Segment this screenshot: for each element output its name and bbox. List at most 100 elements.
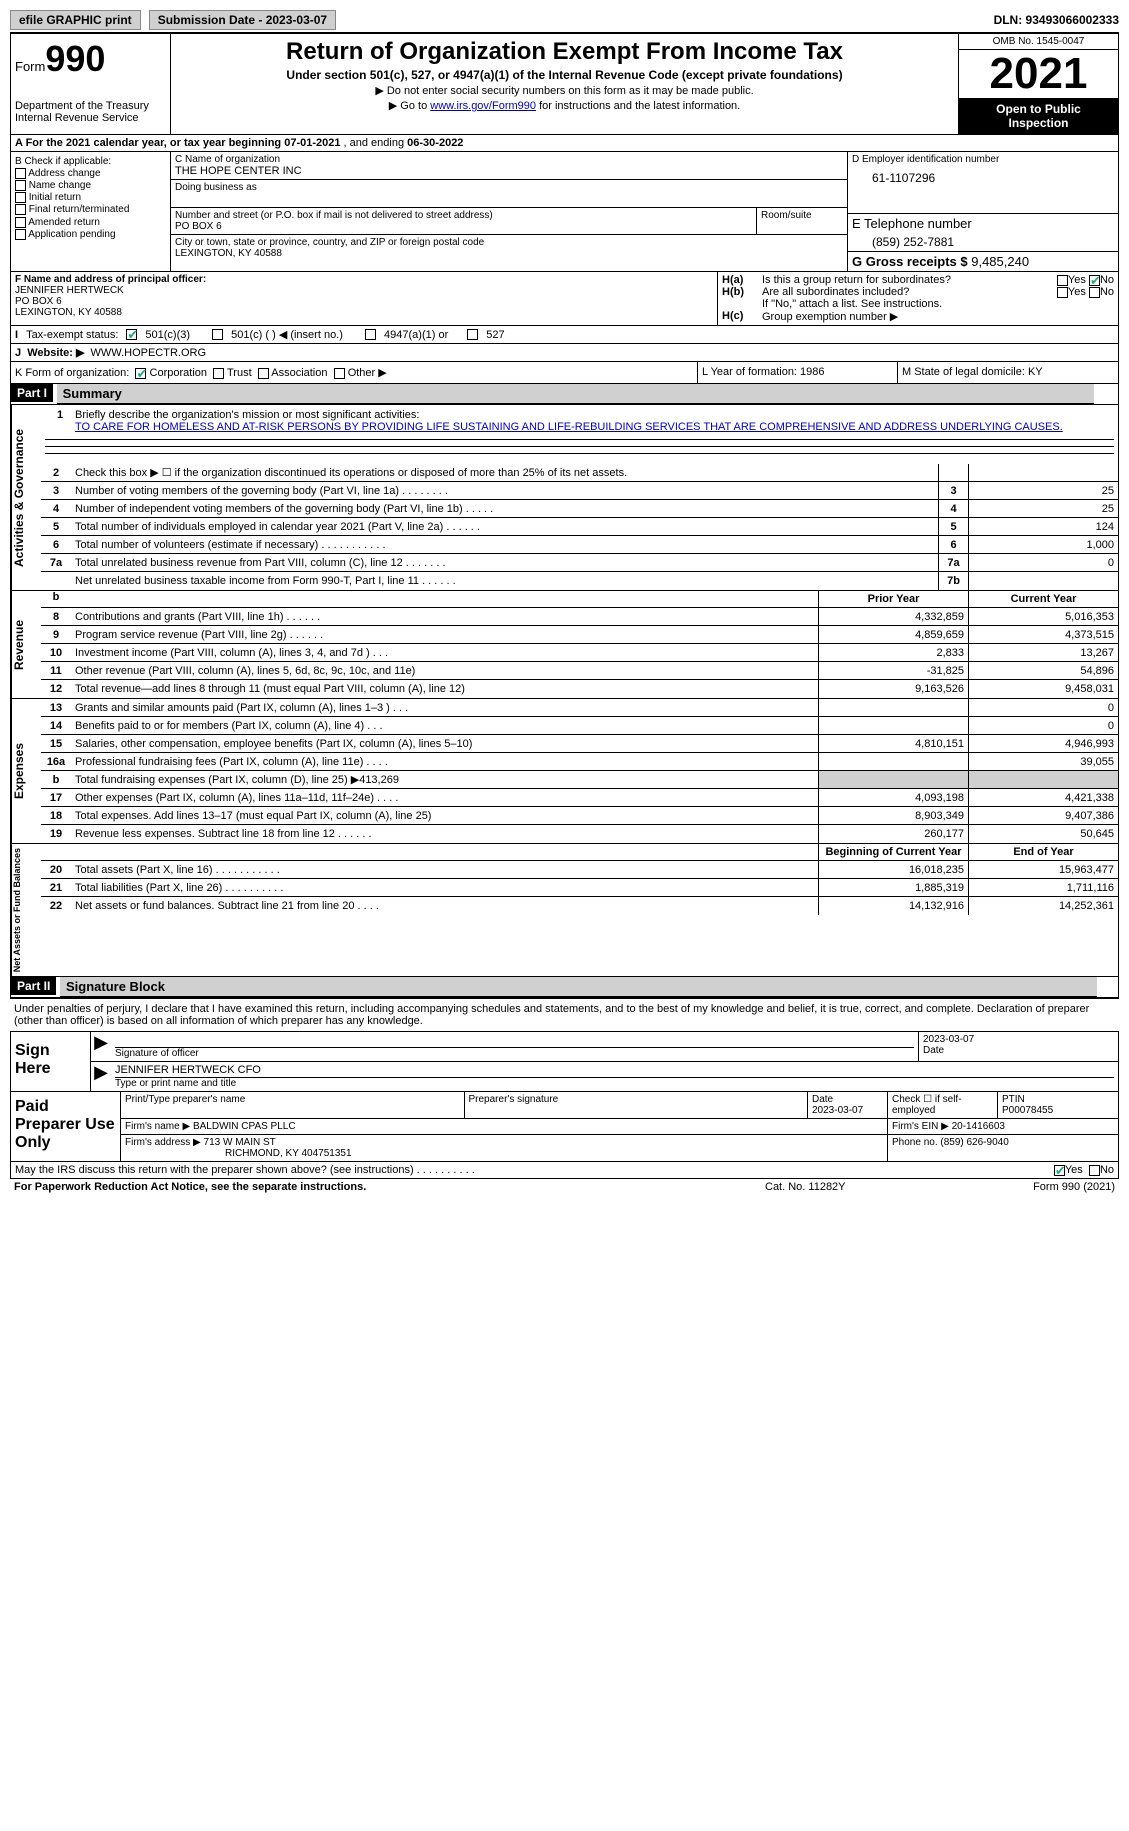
row-a: A For the 2021 calendar year, or tax yea…: [10, 135, 1119, 152]
tab-governance: Activities & Governance: [11, 405, 41, 590]
line-text: Total unrelated business revenue from Pa…: [71, 557, 938, 569]
line-prior-year: 2,833: [818, 644, 968, 661]
cb-501c[interactable]: [212, 329, 223, 340]
city-val: LEXINGTON, KY 40588: [175, 248, 843, 259]
line-current-year: 15,963,477: [968, 861, 1118, 878]
submission-date-button[interactable]: Submission Date - 2023-03-07: [149, 10, 336, 30]
form-number: 990: [45, 38, 105, 79]
line-box: 4: [938, 500, 968, 517]
lbl-app-pending: Application pending: [28, 229, 115, 240]
tab-revenue: Revenue: [11, 591, 41, 698]
line-val: 25: [968, 500, 1118, 517]
officer-label: F Name and address of principal officer:: [15, 274, 206, 285]
line-num: 3: [41, 485, 71, 497]
dba-label: Doing business as: [175, 182, 843, 193]
cb-assoc[interactable]: [258, 368, 269, 379]
cb-discuss-yes[interactable]: [1054, 1165, 1065, 1176]
officer-addr2: LEXINGTON, KY 40588: [15, 307, 713, 318]
col-b-hdr: B Check if applicable:: [15, 156, 166, 167]
line-text: Investment income (Part VIII, column (A)…: [71, 647, 818, 659]
opt-assoc: Association: [271, 367, 327, 379]
lbl-initial-return: Initial return: [29, 192, 81, 203]
paperwork-notice: For Paperwork Reduction Act Notice, see …: [14, 1181, 765, 1193]
line-text: Net assets or fund balances. Subtract li…: [71, 900, 818, 912]
sig-name: JENNIFER HERTWECK CFO: [115, 1064, 1114, 1078]
sig-officer-label: Signature of officer: [115, 1048, 914, 1059]
opt-corp: Corporation: [150, 367, 207, 379]
cb-name-change[interactable]: [15, 180, 26, 191]
cb-corp[interactable]: [135, 368, 146, 379]
cb-address-change[interactable]: [15, 168, 26, 179]
cb-final-return[interactable]: [15, 204, 26, 215]
inspection-1: Open to Public: [963, 102, 1114, 116]
firm-addr2: RICHMOND, KY 404751351: [225, 1148, 352, 1159]
line-current-year: 5,016,353: [968, 608, 1118, 625]
year-formation-label: L Year of formation:: [702, 366, 800, 378]
form-header: Form990 Department of the Treasury Inter…: [10, 33, 1119, 135]
line-text: Professional fundraising fees (Part IX, …: [71, 756, 818, 768]
opt-trust: Trust: [227, 367, 252, 379]
line-text: Total revenue—add lines 8 through 11 (mu…: [71, 683, 818, 695]
line-num: 5: [41, 521, 71, 533]
irs-link[interactable]: www.irs.gov/Form990: [430, 100, 536, 112]
prep-date-label: Date: [812, 1094, 883, 1105]
phone-val: (859) 252-7881: [852, 231, 1114, 249]
line-val: [968, 572, 1118, 590]
opt-527: 527: [486, 329, 504, 341]
lbl-final-return: Final return/terminated: [29, 205, 130, 216]
line-box: [938, 464, 968, 481]
line-prior-year: 8,903,349: [818, 807, 968, 824]
line-current-year: 0: [968, 699, 1118, 716]
form-subtitle: Under section 501(c), 527, or 4947(a)(1)…: [175, 68, 954, 82]
sig-date-label: Date: [923, 1045, 1114, 1056]
line-current-year: 9,407,386: [968, 807, 1118, 824]
line-1-num: 1: [45, 409, 75, 421]
cb-discuss-no[interactable]: [1089, 1165, 1100, 1176]
end-date: 06-30-2022: [407, 137, 463, 149]
row-j-label: J: [15, 347, 21, 359]
line-current-year: 9,458,031: [968, 680, 1118, 698]
lbl-amended-return: Amended return: [28, 217, 100, 228]
discuss-question: May the IRS discuss this return with the…: [15, 1164, 1054, 1176]
line-num: 6: [41, 539, 71, 551]
cb-501c3[interactable]: [126, 329, 137, 340]
ha-label: H(a): [722, 274, 762, 286]
prep-date: 2023-03-07: [812, 1105, 883, 1116]
cb-amended-return[interactable]: [15, 217, 26, 228]
line-prior-year: 4,332,859: [818, 608, 968, 625]
cb-trust[interactable]: [213, 368, 224, 379]
sig-name-label: Type or print name and title: [115, 1078, 1114, 1089]
officer-addr1: PO BOX 6: [15, 296, 713, 307]
line-val: 0: [968, 554, 1118, 571]
line-box: 6: [938, 536, 968, 553]
line-prior-year: 260,177: [818, 825, 968, 843]
cb-hb-no[interactable]: [1089, 287, 1100, 298]
cb-initial-return[interactable]: [15, 192, 26, 203]
room-label: Room/suite: [757, 208, 847, 234]
cb-ha-no[interactable]: [1089, 275, 1100, 286]
cb-hb-yes[interactable]: [1057, 287, 1068, 298]
cb-ha-yes[interactable]: [1057, 275, 1068, 286]
city-label: City or town, state or province, country…: [175, 237, 843, 248]
firm-ein: Firm's EIN ▶ 20-1416603: [888, 1119, 1118, 1134]
cb-app-pending[interactable]: [15, 229, 26, 240]
cb-other[interactable]: [334, 368, 345, 379]
line-prior-year: 9,163,526: [818, 680, 968, 698]
line-prior-year: -31,825: [818, 662, 968, 679]
line-num: 20: [41, 864, 71, 876]
form-footer: Form 990 (2021): [965, 1181, 1115, 1193]
line-text: Number of voting members of the governin…: [71, 485, 938, 497]
mission-label: Briefly describe the organization's miss…: [75, 409, 419, 421]
cb-527[interactable]: [467, 329, 478, 340]
cb-4947[interactable]: [365, 329, 376, 340]
line-num: 17: [41, 792, 71, 804]
efile-print-button[interactable]: efile GRAPHIC print: [10, 10, 141, 30]
line-text: Other revenue (Part VIII, column (A), li…: [71, 665, 818, 677]
line-num: 9: [41, 629, 71, 641]
hb-label: H(b): [722, 286, 762, 298]
line-val: 1,000: [968, 536, 1118, 553]
line-current-year: 1,711,116: [968, 879, 1118, 896]
line-text: Total expenses. Add lines 13–17 (must eq…: [71, 810, 818, 822]
line-num: 18: [41, 810, 71, 822]
ein-label: D Employer identification number: [852, 154, 1114, 165]
